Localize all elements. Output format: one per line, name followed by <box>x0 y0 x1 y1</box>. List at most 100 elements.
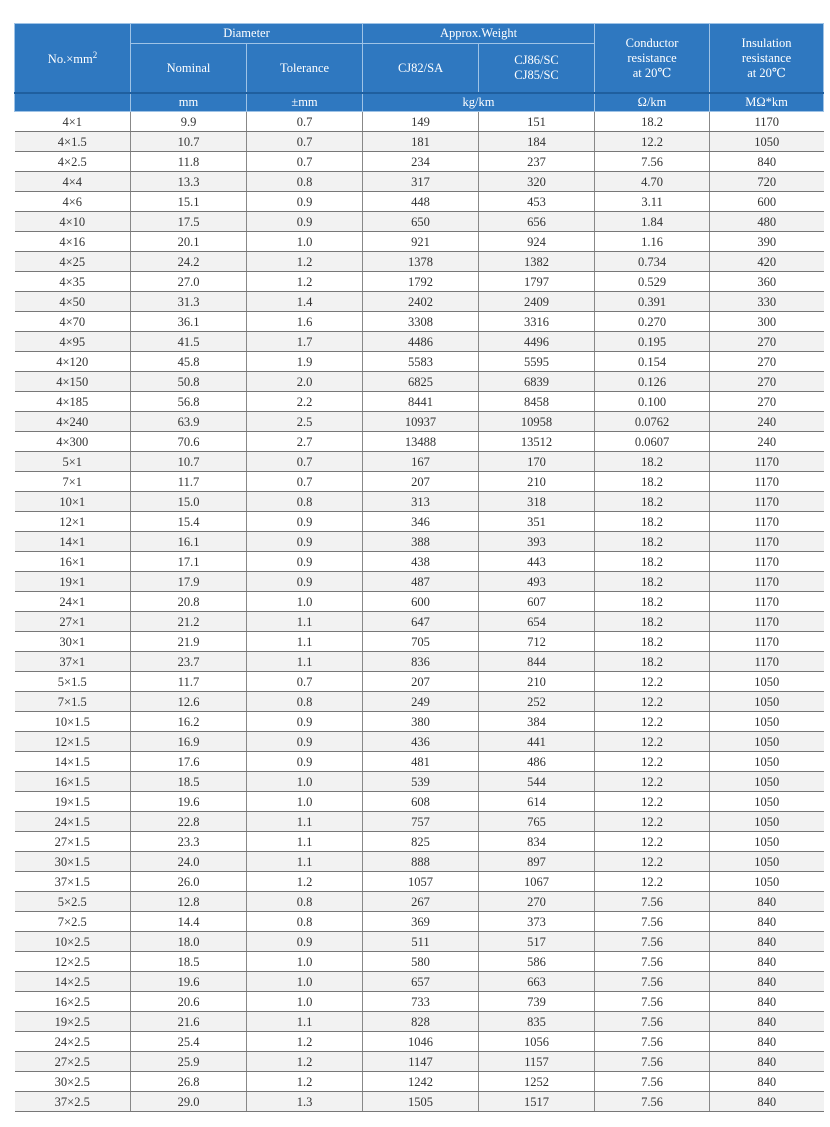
table-cell: 7.56 <box>594 1091 710 1112</box>
table-row: 7×2.5 14.4 0.8 369 373 7.56 840 <box>14 911 824 932</box>
table-cell: 11.7 <box>130 671 247 692</box>
table-row: 27×2.5 25.9 1.2 1147 1157 7.56 840 <box>14 1051 824 1072</box>
table-cell: 0.7 <box>245 111 363 132</box>
table-cell: 600 <box>709 191 824 212</box>
table-cell: 8441 <box>362 391 479 412</box>
table-cell: 12.8 <box>130 891 247 912</box>
table-cell: 2.7 <box>245 431 363 452</box>
table-cell: 1378 <box>362 251 479 272</box>
table-cell: 16.1 <box>130 531 247 552</box>
table-row: 4×35 27.0 1.2 1792 1797 0.529 360 <box>14 271 824 292</box>
table-cell: 16×1 <box>14 551 131 572</box>
table-cell: 1.6 <box>245 311 363 332</box>
table-cell: 0.8 <box>245 491 363 512</box>
table-cell: 18.2 <box>594 491 710 512</box>
table-cell: 654 <box>478 611 595 632</box>
table-cell: 1050 <box>709 811 824 832</box>
table-cell: 1.1 <box>245 1011 363 1032</box>
table-cell: 656 <box>478 211 595 232</box>
table-cell: 0.270 <box>594 311 710 332</box>
table-cell: 18.2 <box>594 511 710 532</box>
table-cell: 1050 <box>709 831 824 852</box>
table-cell: 240 <box>709 411 824 432</box>
table-cell: 17.1 <box>130 551 247 572</box>
table-cell: 4×185 <box>14 391 131 412</box>
table-cell: 270 <box>709 331 824 352</box>
table-cell: 4×6 <box>14 191 131 212</box>
table-cell: 2.0 <box>245 371 363 392</box>
table-cell: 1.1 <box>245 851 363 872</box>
table-cell: 1170 <box>709 571 824 592</box>
table-cell: 318 <box>478 491 595 512</box>
table-cell: 7.56 <box>594 931 710 952</box>
table-cell: 7.56 <box>594 151 710 172</box>
header-approx-weight: Approx.Weight <box>362 23 596 44</box>
table-cell: 63.9 <box>130 411 247 432</box>
table-cell: 18.5 <box>130 771 247 792</box>
table-cell: 18.2 <box>594 471 710 492</box>
table-cell: 5583 <box>362 351 479 372</box>
table-row: 37×2.5 29.0 1.3 1505 1517 7.56 840 <box>14 1091 824 1112</box>
table-row: 10×2.5 18.0 0.9 511 517 7.56 840 <box>14 931 824 952</box>
table-cell: 840 <box>709 1011 824 1032</box>
table-cell: 30×1 <box>14 631 131 652</box>
table-cell: 25.4 <box>130 1031 247 1052</box>
table-cell: 11.7 <box>130 471 247 492</box>
table-cell: 7×1 <box>14 471 131 492</box>
table-cell: 0.195 <box>594 331 710 352</box>
table-cell: 487 <box>362 571 479 592</box>
table-cell: 18.2 <box>594 651 710 672</box>
table-cell: 840 <box>709 931 824 952</box>
table-cell: 2402 <box>362 291 479 312</box>
table-cell: 739 <box>478 991 595 1012</box>
table-cell: 4×4 <box>14 171 131 192</box>
table-cell: 8458 <box>478 391 595 412</box>
table-row: 14×1.5 17.6 0.9 481 486 12.2 1050 <box>14 751 824 772</box>
table-cell: 317 <box>362 171 479 192</box>
table-cell: 0.9 <box>245 531 363 552</box>
table-row: 30×1.5 24.0 1.1 888 897 12.2 1050 <box>14 851 824 872</box>
table-cell: 840 <box>709 1091 824 1112</box>
table-cell: 351 <box>478 511 595 532</box>
table-cell: 647 <box>362 611 479 632</box>
table-row: 16×1.5 18.5 1.0 539 544 12.2 1050 <box>14 771 824 792</box>
table-cell: 207 <box>362 671 479 692</box>
table-cell: 7×2.5 <box>14 911 131 932</box>
table-cell: 27×1 <box>14 611 131 632</box>
table-cell: 7.56 <box>594 951 710 972</box>
table-cell: 614 <box>478 791 595 812</box>
table-cell: 0.126 <box>594 371 710 392</box>
table-cell: 924 <box>478 231 595 252</box>
table-cell: 1.7 <box>245 331 363 352</box>
table-row: 4×25 24.2 1.2 1378 1382 0.734 420 <box>14 251 824 272</box>
table-cell: 0.9 <box>245 931 363 952</box>
table-cell: 70.6 <box>130 431 247 452</box>
table-cell: 10.7 <box>130 451 247 472</box>
table-cell: 36.1 <box>130 311 247 332</box>
table-cell: 30×1.5 <box>14 851 131 872</box>
table-cell: 320 <box>478 171 595 192</box>
table-cell: 37×1.5 <box>14 871 131 892</box>
table-cell: 1.84 <box>594 211 710 232</box>
table-cell: 15.1 <box>130 191 247 212</box>
table-cell: 0.0762 <box>594 411 710 432</box>
table-cell: 23.7 <box>130 651 247 672</box>
header-tolerance: Tolerance <box>245 43 364 94</box>
table-row: 5×1.5 11.7 0.7 207 210 12.2 1050 <box>14 671 824 692</box>
table-cell: 1170 <box>709 511 824 532</box>
table-cell: 0.7 <box>245 451 363 472</box>
table-row: 24×2.5 25.4 1.2 1046 1056 7.56 840 <box>14 1031 824 1052</box>
table-cell: 921 <box>362 231 479 252</box>
table-cell: 7.56 <box>594 991 710 1012</box>
table-cell: 0.734 <box>594 251 710 272</box>
table-cell: 720 <box>709 171 824 192</box>
table-cell: 4×25 <box>14 251 131 272</box>
header-diameter: Diameter <box>129 23 364 44</box>
table-cell: 17.9 <box>130 571 247 592</box>
table-cell: 14×1 <box>14 531 131 552</box>
table-cell: 12.2 <box>594 851 710 872</box>
table-cell: 4×240 <box>14 411 131 432</box>
table-cell: 1170 <box>709 111 824 132</box>
table-cell: 840 <box>709 1071 824 1092</box>
table-cell: 181 <box>362 131 479 152</box>
